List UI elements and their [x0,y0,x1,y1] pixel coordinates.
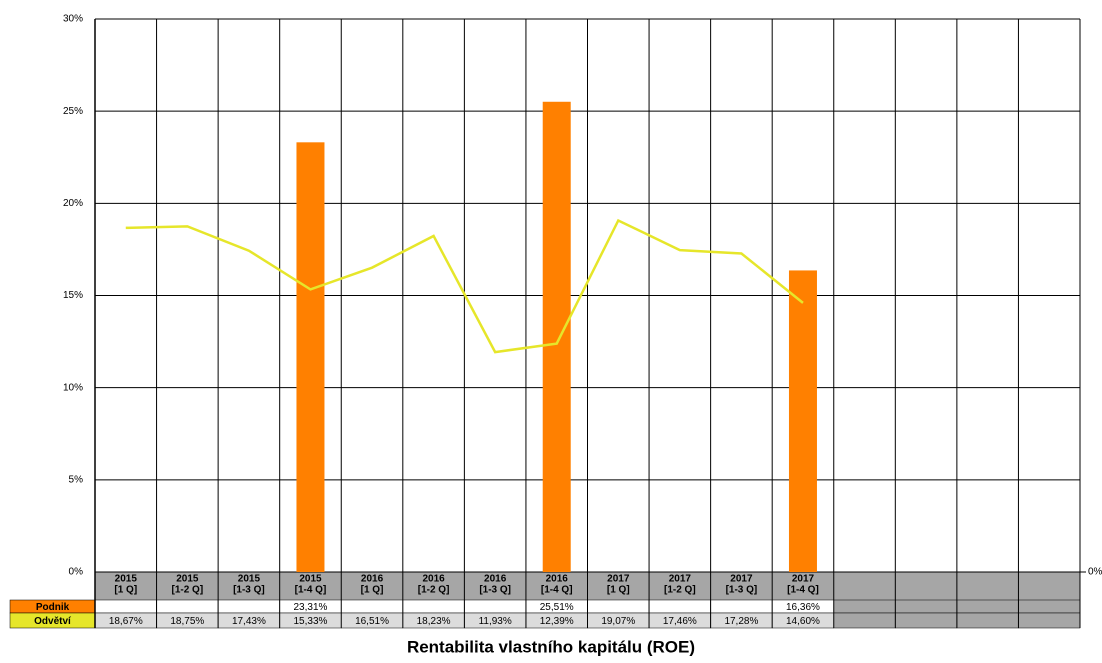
x-tick-label: [1-4 Q] [787,585,819,596]
bar [788,270,817,572]
x-tick-label: 2015 [115,574,138,585]
table-value: 23,31% [294,602,328,613]
y-tick-label: 10% [63,382,83,393]
table-value: 14,60% [786,616,820,627]
y-tick-label: 5% [69,474,84,485]
y-tick-label: 20% [63,198,83,209]
y-tick-label: 0% [69,567,84,578]
x-tick-label: [1-3 Q] [726,585,758,596]
x-tick-label: 2017 [607,574,630,585]
x-tick-label: [1-4 Q] [541,585,573,596]
table-cell [895,599,958,614]
table-value: 17,46% [663,616,697,627]
x-tick-label: [1-2 Q] [172,585,204,596]
bar [296,142,325,572]
table-cell [833,599,896,614]
x-tick-label: 2016 [546,574,569,585]
x-tick-label: 2015 [238,574,261,585]
table-value: 25,51% [540,602,574,613]
table-cell [587,599,650,614]
table-cell [956,612,1019,629]
table-cell [1018,612,1081,629]
table-cell [94,599,157,614]
y-tick-label: 25% [63,106,83,117]
table-cell [402,599,465,614]
x-tick-label: 2016 [484,574,507,585]
table-cell [648,599,711,614]
x-tick-label: [1-3 Q] [479,585,511,596]
table-cell [217,599,280,614]
table-cell [833,612,896,629]
table-value: 15,33% [294,616,328,627]
y-tick-label: 15% [63,290,83,301]
x-tick-label: 2016 [422,574,445,585]
table-cell [895,612,958,629]
table-value: 18,67% [109,616,143,627]
table-value: 11,93% [479,616,512,627]
x-tick-label: 2015 [299,574,322,585]
table-value: 16,36% [786,602,820,613]
table-cell [464,599,527,614]
table-cell [956,599,1019,614]
x-tick-label: [1 Q] [114,585,137,596]
x-tick-label: [1 Q] [607,585,630,596]
x-tick-label: 2017 [730,574,753,585]
table-cell [1018,599,1081,614]
legend-label: Odvětví [34,616,72,627]
y-tick-label: 30% [63,14,83,25]
x-tick-label: 2017 [669,574,692,585]
table-cell [710,599,773,614]
table-value: 17,28% [724,616,758,627]
x-tick-label: [1-2 Q] [664,585,696,596]
x-tick-label: [1-4 Q] [295,585,327,596]
x-tick-label: 2017 [792,574,815,585]
x-tick-label: [1-3 Q] [233,585,265,596]
table-value: 12,39% [540,616,574,627]
line [125,218,804,354]
bar [542,101,571,573]
x-tick-label: 2016 [361,574,384,585]
table-value: 17,43% [232,616,266,627]
table-value: 16,51% [355,616,389,627]
y2-tick-label: 0% [1088,567,1102,578]
chart-title: Rentabilita vlastního kapitálu (ROE) [407,637,695,656]
x-tick-label: [1-2 Q] [418,585,450,596]
table-cell [156,599,219,614]
table-cell [341,599,404,614]
x-tick-label: [1 Q] [361,585,384,596]
table-value: 18,23% [417,616,451,627]
x-tick-label: 2015 [176,574,199,585]
legend-label: Podnik [36,602,70,613]
table-value: 18,75% [170,616,204,627]
table-value: 19,07% [601,616,635,627]
